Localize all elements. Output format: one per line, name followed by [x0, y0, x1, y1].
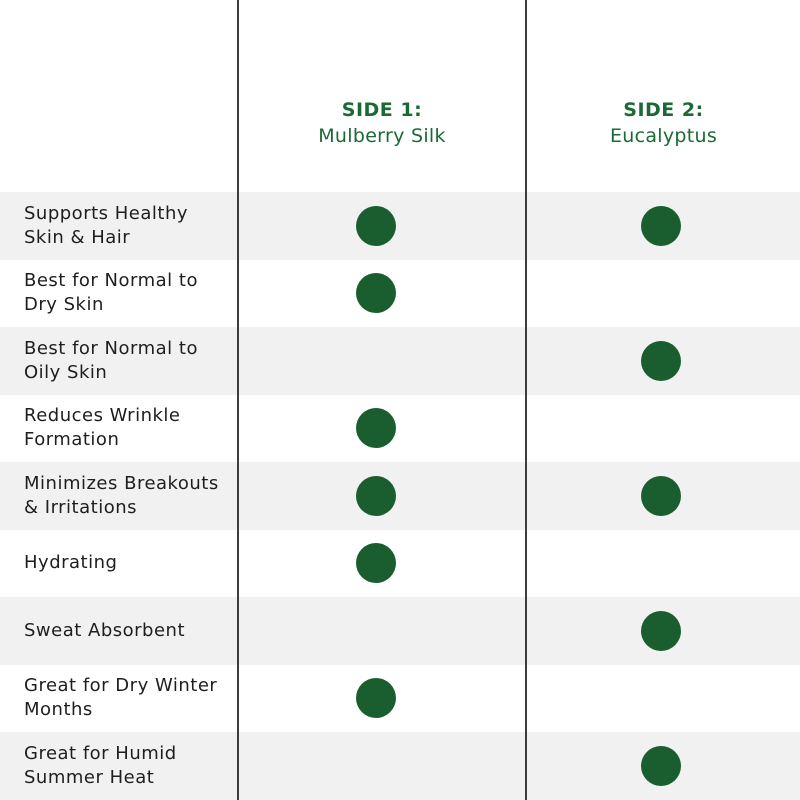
check-dot-icon	[356, 205, 396, 246]
feature-label: Hydrating	[24, 552, 118, 574]
feature-rows: Supports Healthy Skin & Hair Best for No…	[0, 192, 800, 800]
feature-label: Best for Normal to Dry Skin	[24, 270, 198, 316]
check-dot-icon	[641, 205, 681, 246]
table-row: Sweat Absorbent	[0, 597, 800, 665]
table-row: Supports Healthy Skin & Hair	[0, 192, 800, 260]
check-dot-icon	[356, 475, 396, 516]
feature-label: Supports Healthy Skin & Hair	[24, 202, 189, 248]
table-row: Best for Normal to Dry Skin	[0, 260, 800, 328]
table-header: SIDE 1: Mulberry Silk SIDE 2: Eucalyptus	[0, 0, 800, 192]
side-2-material: Eucalyptus	[609, 125, 718, 147]
feature-label: Sweat Absorbent	[24, 619, 186, 641]
side-1-material: Mulberry Silk	[318, 125, 446, 147]
check-dot-icon	[641, 340, 681, 381]
column-header-side-2: SIDE 2: Eucalyptus	[527, 97, 800, 149]
side-1-label: SIDE 1:	[341, 99, 423, 121]
table-row: Best for Normal to Oily Skin	[0, 327, 800, 395]
column-divider-1	[237, 0, 239, 800]
table-row: Great for Dry Winter Months	[0, 665, 800, 733]
feature-label: Minimizes Breakouts & Irritations	[24, 472, 219, 518]
check-dot-icon	[356, 273, 396, 314]
check-dot-icon	[356, 543, 396, 584]
check-dot-icon	[356, 678, 396, 719]
check-dot-icon	[641, 475, 681, 516]
check-dot-icon	[641, 745, 681, 786]
feature-label: Reduces Wrinkle Formation	[24, 405, 181, 451]
column-header-side-1: SIDE 1: Mulberry Silk	[239, 97, 525, 149]
column-divider-2	[525, 0, 527, 800]
feature-label: Great for Dry Winter Months	[24, 675, 218, 721]
check-dot-icon	[641, 610, 681, 651]
table-row: Minimizes Breakouts & Irritations	[0, 462, 800, 530]
check-dot-icon	[356, 408, 396, 449]
table-row: Reduces Wrinkle Formation	[0, 395, 800, 463]
feature-label: Great for Humid Summer Heat	[24, 742, 177, 788]
feature-label: Best for Normal to Oily Skin	[24, 337, 198, 383]
side-2-label: SIDE 2:	[623, 99, 704, 121]
table-row: Hydrating	[0, 530, 800, 598]
table-row: Great for Humid Summer Heat	[0, 732, 800, 800]
